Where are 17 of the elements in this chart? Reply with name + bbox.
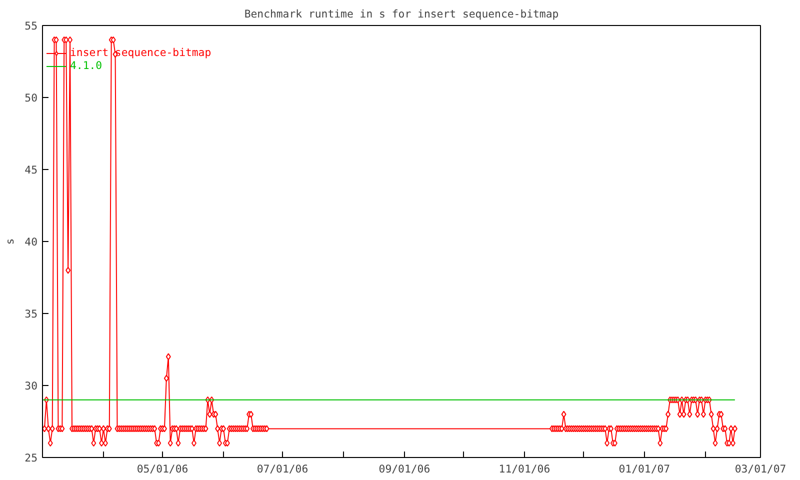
y-tick-label: 45 bbox=[24, 164, 38, 176]
y-tick-label: 55 bbox=[24, 20, 38, 32]
x-tick-label: 09/01/06 bbox=[378, 462, 430, 476]
y-tick-label: 30 bbox=[24, 380, 38, 392]
x-tick-label: 11/01/06 bbox=[498, 462, 550, 476]
x-tick-label: 07/01/06 bbox=[256, 462, 308, 476]
y-tick-label: 40 bbox=[24, 236, 38, 248]
x-tick-label: 03/01/07 bbox=[734, 462, 786, 476]
x-tick-label: 01/01/07 bbox=[618, 462, 670, 476]
y-axis-title: s bbox=[4, 238, 17, 245]
y-tick-label: 25 bbox=[24, 452, 38, 464]
y-tick-label: 50 bbox=[24, 92, 38, 104]
y-tick-label: 35 bbox=[24, 308, 38, 320]
x-tick-label: 05/01/06 bbox=[136, 462, 188, 476]
chart-title: Benchmark runtime in s for insert sequence-bitmap bbox=[244, 8, 559, 20]
legend-label: 4.1.0 bbox=[70, 59, 102, 72]
legend-label: insert sequence-bitmap bbox=[70, 46, 212, 59]
